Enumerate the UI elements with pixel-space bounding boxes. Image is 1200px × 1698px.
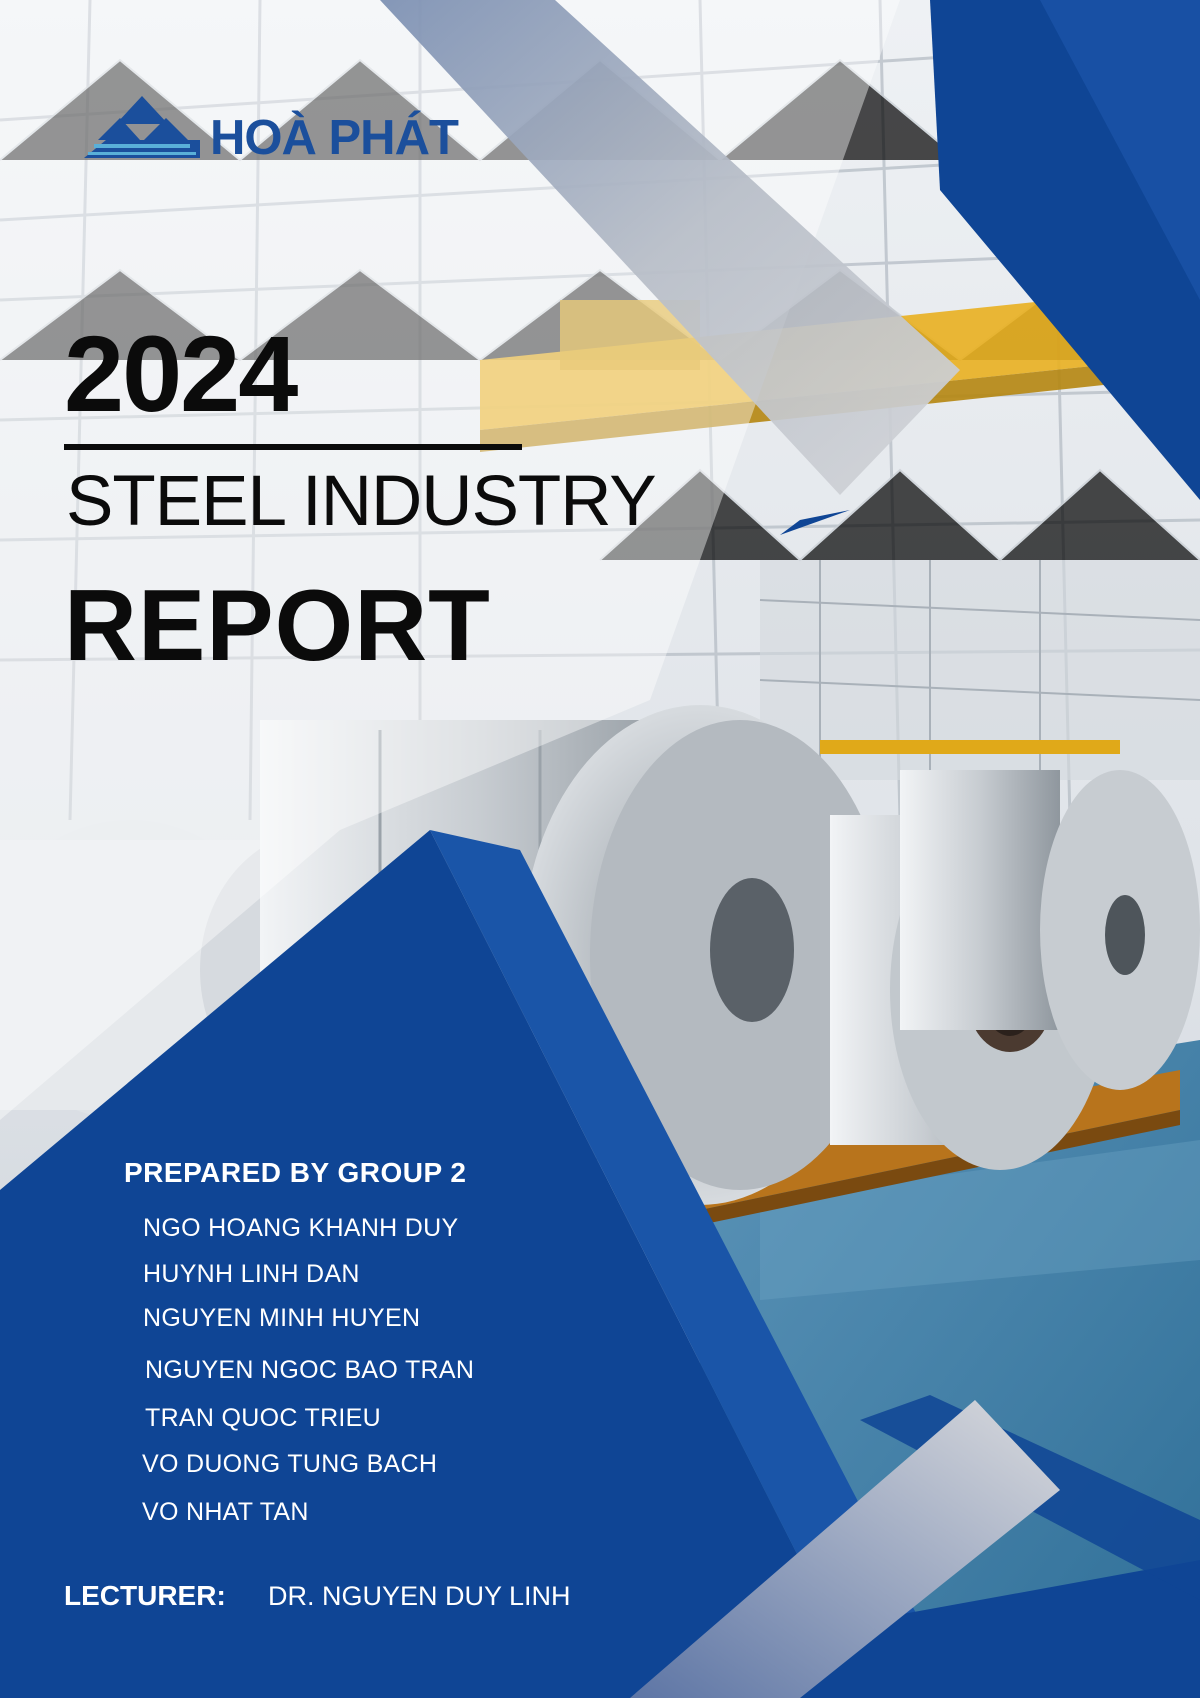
hoa-phat-logo-icon: [84, 96, 200, 158]
lecturer-label: LECTURER:: [64, 1580, 226, 1611]
group-member: VO NHAT TAN: [142, 1498, 309, 1526]
report-title: REPORT: [64, 570, 491, 682]
group-member: TRAN QUOC TRIEU: [145, 1404, 381, 1432]
lecturer-name: DR. NGUYEN DUY LINH: [268, 1581, 571, 1611]
logo-wordmark: HOÀ PHÁT: [210, 111, 459, 165]
prepared-by-heading: PREPARED BY GROUP 2: [124, 1157, 467, 1188]
group-member: NGUYEN NGOC BAO TRAN: [145, 1356, 475, 1384]
group-member: NGUYEN MINH HUYEN: [143, 1304, 421, 1332]
group-member: NGO HOANG KHANH DUY: [143, 1214, 459, 1242]
group-member: VO DUONG TUNG BACH: [142, 1450, 438, 1478]
report-subtitle: STEEL INDUSTRY: [66, 462, 657, 541]
title-divider: [64, 444, 522, 450]
report-year: 2024: [64, 313, 298, 434]
group-member: HUYNH LINH DAN: [143, 1260, 360, 1288]
